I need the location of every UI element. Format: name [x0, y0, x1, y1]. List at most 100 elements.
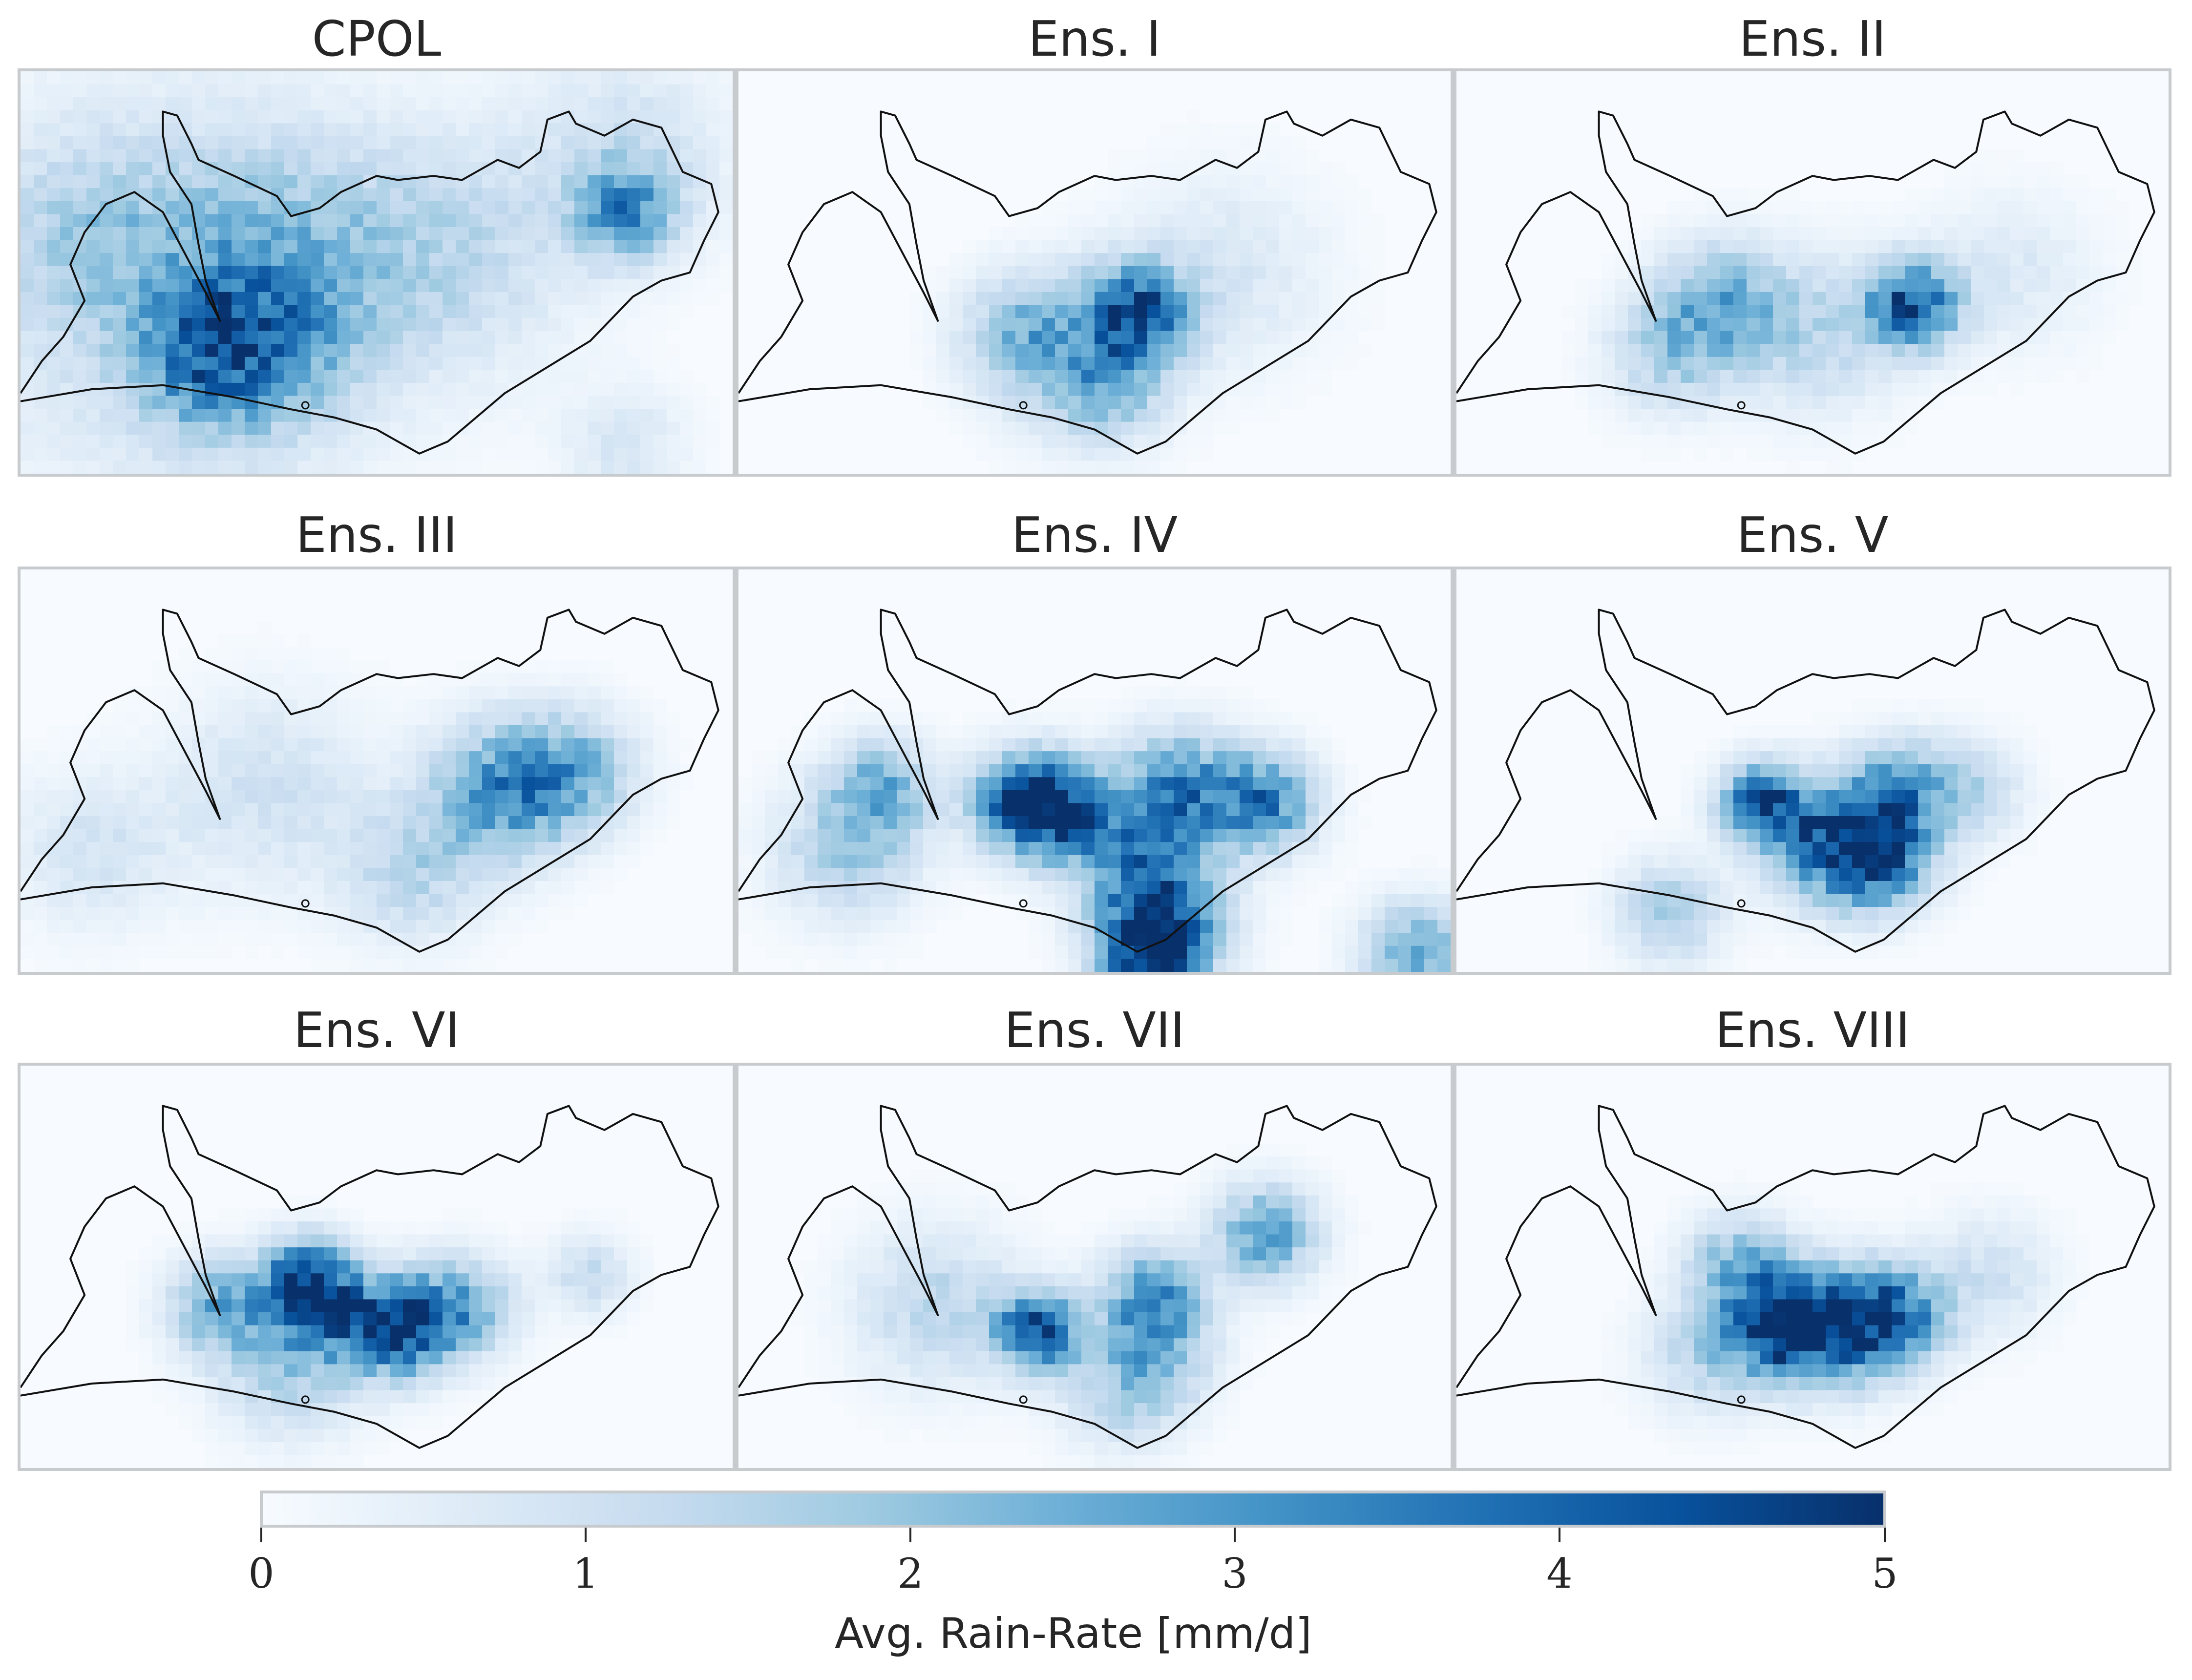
heatmap-cell — [429, 149, 443, 163]
heatmap-cell — [719, 214, 733, 228]
heatmap-cell — [1055, 227, 1069, 241]
heatmap-cell — [245, 149, 258, 163]
heatmap-cell — [640, 201, 654, 214]
heatmap-cell — [614, 240, 628, 253]
heatmap-cell — [100, 357, 113, 370]
heatmap-cell — [2076, 344, 2090, 357]
heatmap-cell — [337, 959, 351, 972]
heatmap-cell — [1055, 712, 1069, 726]
heatmap-cell — [1892, 370, 1905, 383]
heatmap-cell — [667, 84, 680, 98]
heatmap-cell — [113, 396, 126, 409]
heatmap-cell — [47, 920, 61, 933]
heatmap-cell — [456, 738, 469, 752]
heatmap-cell — [601, 803, 614, 817]
heatmap-cell — [232, 84, 245, 98]
heatmap-cell — [443, 136, 456, 150]
heatmap-cell — [1068, 214, 1082, 228]
heatmap-cell — [403, 907, 417, 921]
heatmap-cell — [588, 162, 601, 176]
heatmap-cell — [1015, 777, 1029, 791]
heatmap-cell — [1813, 382, 1826, 397]
heatmap-cell — [1002, 764, 1016, 777]
heatmap-cell — [443, 331, 456, 344]
heatmap-cell — [1187, 751, 1201, 765]
heatmap-cell — [535, 725, 548, 739]
heatmap-cell — [469, 421, 483, 435]
heatmap-cell — [884, 855, 897, 868]
heatmap-cell — [1984, 162, 1998, 176]
heatmap-cell — [363, 777, 377, 791]
heatmap-cell — [1292, 764, 1306, 777]
heatmap-cell — [1213, 868, 1227, 882]
heatmap-cell — [1240, 357, 1253, 370]
heatmap-cell — [640, 409, 654, 422]
heatmap-cell — [508, 920, 522, 933]
heatmap-cell — [680, 447, 694, 462]
heatmap-cell — [1332, 279, 1346, 293]
heatmap-cell — [218, 201, 232, 214]
heatmap-cell — [989, 435, 1003, 448]
heatmap-cell — [765, 868, 779, 882]
heatmap-cell — [653, 803, 667, 817]
heatmap-cell — [1081, 764, 1095, 777]
heatmap-cell — [588, 725, 601, 739]
heatmap-cell — [192, 660, 206, 674]
heatmap-cell — [113, 959, 126, 972]
heatmap-cell — [614, 777, 628, 791]
heatmap-cell — [1160, 699, 1174, 713]
heatmap-cell — [923, 894, 937, 907]
heatmap-cell — [1760, 370, 1773, 383]
heatmap-cell — [113, 933, 126, 946]
heatmap-cell — [588, 175, 601, 189]
heatmap-cell — [791, 829, 805, 842]
heatmap-cell — [601, 409, 614, 422]
heatmap-cell — [403, 357, 417, 370]
heatmap-cell — [192, 292, 206, 306]
heatmap-cell — [1068, 201, 1082, 214]
heatmap-cell — [791, 894, 805, 907]
heatmap-cell — [1588, 305, 1602, 318]
heatmap-cell — [416, 803, 430, 817]
heatmap-cell — [73, 842, 87, 856]
heatmap-cell — [535, 175, 548, 189]
heatmap-cell — [1226, 790, 1240, 804]
heatmap-cell — [311, 435, 324, 448]
heatmap-cell — [1332, 227, 1346, 241]
heatmap-cell — [1760, 253, 1773, 267]
heatmap-cell — [179, 673, 192, 687]
heatmap-cell — [1720, 305, 1734, 318]
heatmap-cell — [870, 712, 884, 726]
heatmap-cell — [1187, 409, 1201, 422]
heatmap-cell — [614, 110, 628, 124]
heatmap-cell — [680, 175, 694, 189]
heatmap-cell — [936, 790, 950, 804]
heatmap-cell — [416, 751, 430, 765]
heatmap-cell — [377, 868, 390, 882]
heatmap-cell — [456, 894, 469, 907]
heatmap-cell — [152, 933, 166, 946]
heatmap-cell — [601, 382, 614, 397]
heatmap-cell — [1931, 305, 1945, 318]
heatmap-cell — [2089, 266, 2103, 279]
heatmap-cell — [1424, 894, 1438, 907]
heatmap-cell — [469, 382, 483, 397]
heatmap-cell — [936, 907, 950, 921]
heatmap-cell — [963, 292, 976, 306]
map-frame — [736, 567, 1454, 975]
heatmap-cell — [390, 409, 403, 422]
heatmap-cell — [804, 907, 818, 921]
heatmap-cell — [350, 331, 364, 344]
heatmap-cell — [245, 382, 258, 397]
heatmap-cell — [535, 881, 548, 895]
heatmap-cell — [923, 855, 937, 868]
heatmap-cell — [936, 764, 950, 777]
heatmap-cell — [284, 699, 298, 713]
heatmap-cell — [1681, 253, 1694, 267]
heatmap-cell — [429, 803, 443, 817]
heatmap-cell — [2050, 253, 2064, 267]
heatmap-cell — [232, 435, 245, 448]
heatmap-cell — [443, 842, 456, 856]
heatmap-cell — [1760, 421, 1773, 435]
heatmap-cell — [640, 136, 654, 150]
